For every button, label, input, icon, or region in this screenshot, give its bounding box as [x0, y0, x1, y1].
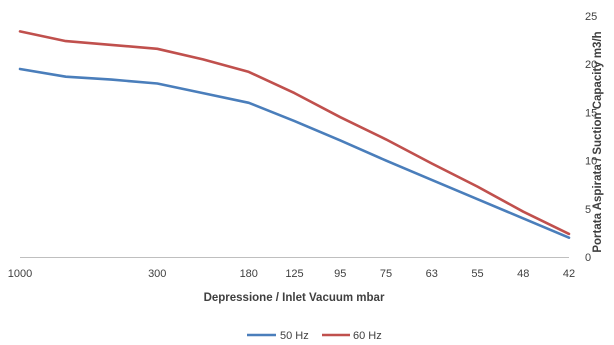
- data-point: [431, 179, 433, 181]
- data-point: [431, 162, 433, 164]
- data-point: [568, 233, 570, 235]
- y-tick-label: 5: [585, 204, 591, 216]
- data-point: [202, 92, 204, 94]
- x-tick-label: 300: [148, 268, 166, 280]
- x-axis-title: Depressione / Inlet Vacuum mbar: [204, 292, 385, 304]
- data-point: [248, 102, 250, 104]
- y-tick-label: 25: [585, 11, 597, 23]
- data-point: [568, 237, 570, 239]
- data-point: [202, 58, 204, 60]
- data-point: [19, 68, 21, 70]
- x-tick-label: 180: [240, 268, 258, 280]
- data-point: [339, 116, 341, 118]
- data-point: [385, 138, 387, 140]
- data-point: [522, 210, 524, 212]
- x-tick-label: 125: [285, 268, 303, 280]
- x-tick-label: 55: [471, 268, 483, 280]
- x-axis-ticks: 1000 300 180 125 95 75 63 55 48 42: [8, 268, 575, 280]
- data-point: [476, 185, 478, 187]
- legend-label-50hz: 50 Hz: [280, 330, 309, 340]
- x-tick-label: 48: [517, 268, 529, 280]
- data-point: [156, 48, 158, 50]
- data-point: [19, 30, 21, 32]
- data-point: [65, 76, 67, 78]
- data-point: [110, 78, 112, 80]
- data-point: [248, 71, 250, 73]
- x-tick-label: 63: [426, 268, 438, 280]
- data-point: [522, 217, 524, 219]
- y-axis-title: Portata Aspirata / Suction Capacity m3/h: [592, 31, 604, 252]
- data-point: [293, 120, 295, 122]
- x-tick-label: 75: [380, 268, 392, 280]
- x-tick-label: 1000: [8, 268, 32, 280]
- series-line-50hz: [18, 67, 571, 239]
- legend: 50 Hz 60 Hz: [247, 330, 382, 342]
- data-point: [156, 82, 158, 84]
- y-tick-label: 10: [585, 156, 597, 168]
- data-point: [65, 40, 67, 42]
- plot-area: [18, 30, 571, 258]
- y-tick-label: 20: [585, 59, 597, 71]
- y-axis-ticks: 0 5 10 15 20 25: [585, 11, 597, 264]
- data-point: [339, 139, 341, 141]
- x-tick-label: 42: [563, 268, 575, 280]
- legend-label-60hz: 60 Hz: [353, 330, 382, 340]
- data-point: [293, 92, 295, 94]
- data-point: [476, 198, 478, 200]
- data-point: [110, 44, 112, 46]
- y-tick-label: 0: [585, 252, 591, 264]
- data-point: [385, 159, 387, 161]
- y-tick-label: 15: [585, 107, 597, 119]
- series-line-60hz: [18, 30, 571, 236]
- x-tick-label: 95: [334, 268, 346, 280]
